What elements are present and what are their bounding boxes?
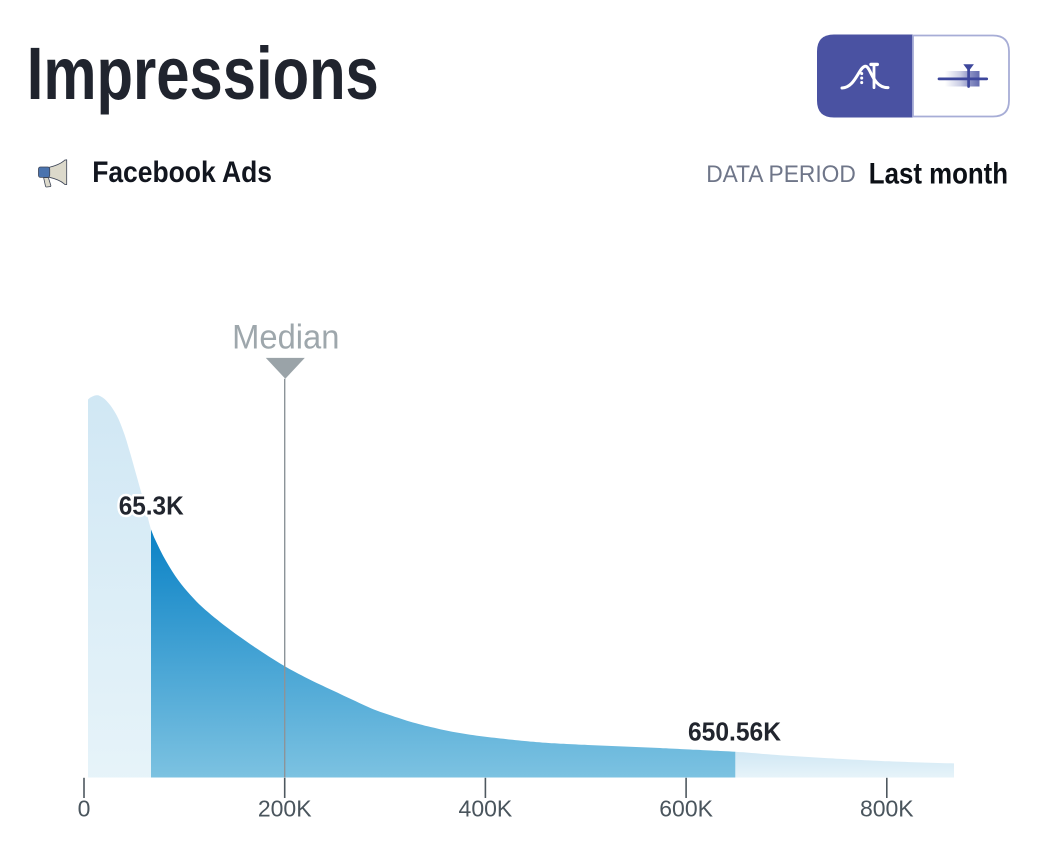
- svg-text:65.3K: 65.3K: [119, 492, 185, 520]
- svg-text:Facebook Ads: Facebook Ads: [92, 156, 272, 189]
- svg-text:Last month: Last month: [869, 159, 1008, 191]
- svg-text:800K: 800K: [860, 796, 914, 822]
- svg-text:DATA PERIOD: DATA PERIOD: [706, 161, 856, 188]
- svg-text:0: 0: [78, 796, 91, 822]
- svg-text:650.56K: 650.56K: [688, 719, 782, 747]
- svg-text:200K: 200K: [258, 796, 312, 822]
- svg-text:Median: Median: [232, 318, 339, 356]
- svg-text:600K: 600K: [659, 796, 713, 822]
- svg-text:Impressions: Impressions: [27, 32, 379, 115]
- svg-text:400K: 400K: [459, 796, 513, 822]
